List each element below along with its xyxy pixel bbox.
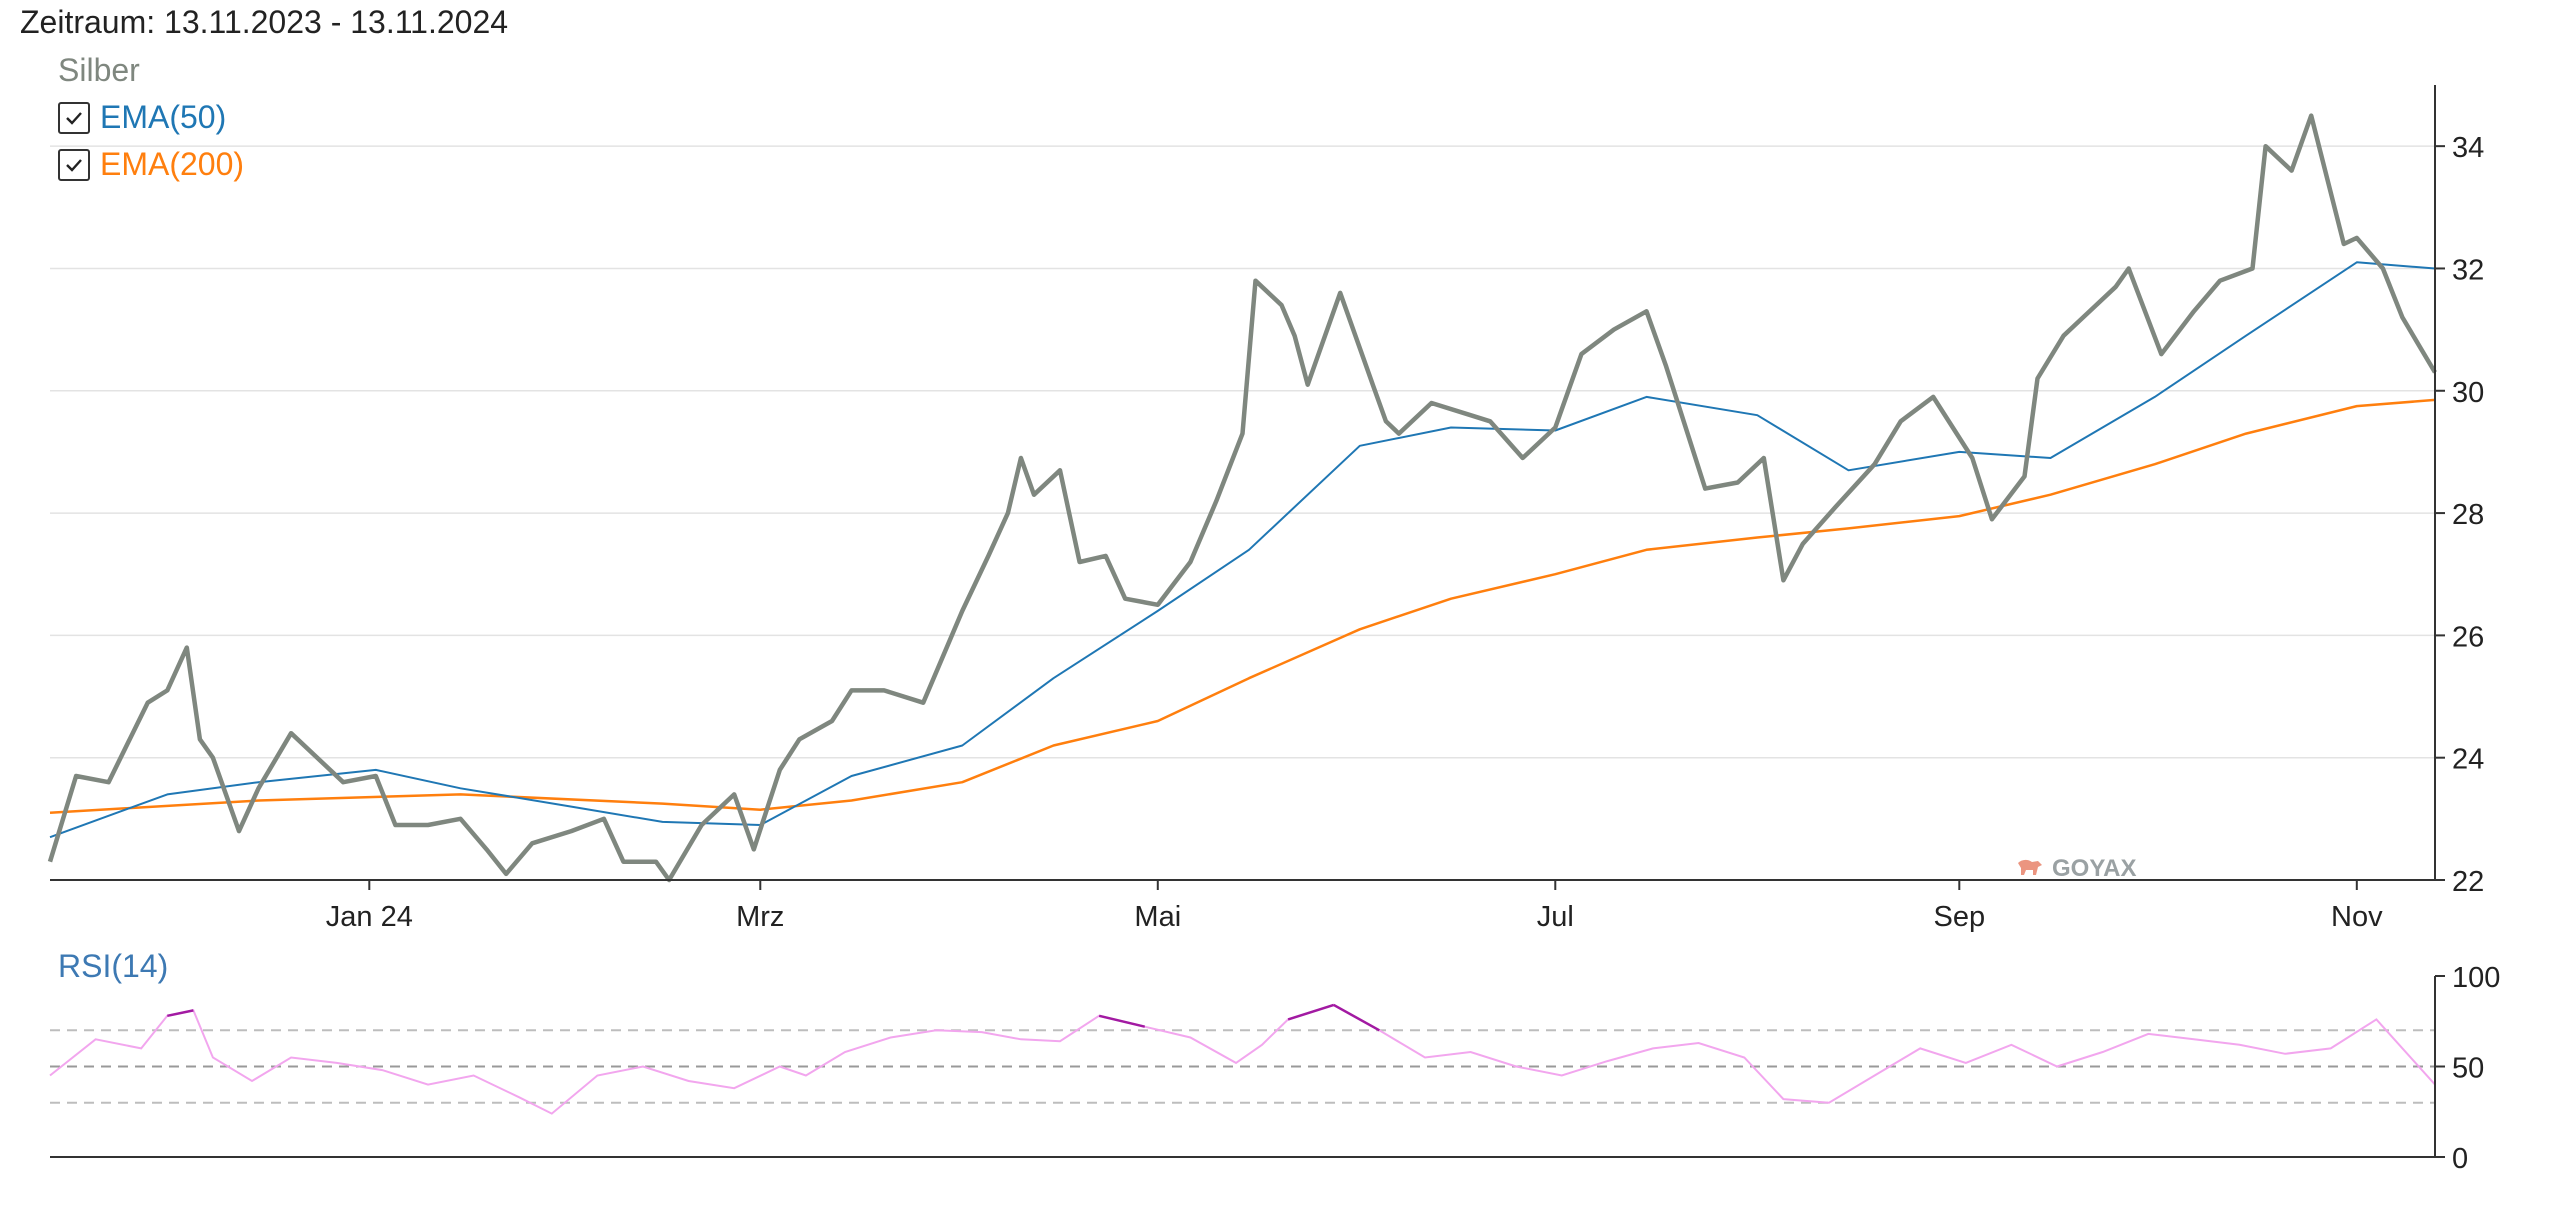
watermark-text: GOYAX — [2052, 855, 2136, 882]
period-label: Zeitraum: 13.11.2023 - 13.11.2024 — [20, 4, 509, 40]
rsi-y-tick-label-100: 100 — [2452, 962, 2500, 994]
rsi-extreme-segment — [167, 1009, 194, 1018]
silber-line — [47, 113, 2437, 883]
price-grid — [50, 145, 2435, 759]
y-tick-label-30: 30 — [2452, 377, 2484, 409]
x-tick-label-5: Nov — [2331, 901, 2383, 933]
price-series-group — [47, 113, 2437, 883]
rsi-y-tick-label-50: 50 — [2452, 1053, 2484, 1085]
legend-item-ema50[interactable]: EMA(50) — [58, 99, 226, 136]
series-title: Silber — [58, 52, 140, 88]
rsi-y-tick-label-0: 0 — [2452, 1143, 2468, 1175]
y-tick-label-26: 26 — [2452, 621, 2484, 653]
ema200-line — [49, 398, 2436, 814]
y-tick-label-28: 28 — [2452, 499, 2484, 531]
ema200-label: EMA(200) — [100, 146, 245, 182]
check-icon — [66, 158, 82, 172]
rsi-reference-lines — [50, 1029, 2435, 1104]
price-axes: 22 24 26 28 30 32 34 Jan 24 Mrz Mai Jul Sep Nov — [50, 85, 2484, 933]
bull-logo-icon — [2018, 859, 2042, 875]
y-tick-label-32: 32 — [2452, 254, 2484, 286]
y-tick-label-24: 24 — [2452, 744, 2484, 776]
rsi-extreme-segment — [1333, 1003, 1380, 1032]
y-tick-label-34: 34 — [2452, 132, 2484, 164]
watermark: GOYAX — [2018, 855, 2136, 882]
x-tick-label-2: Mai — [1134, 901, 1181, 933]
ema200-checkbox[interactable] — [58, 148, 90, 181]
ema50-label: EMA(50) — [100, 99, 227, 135]
rsi-extreme-segment — [1287, 1003, 1335, 1021]
rsi-series-group — [49, 1003, 2436, 1115]
x-tick-label-3: Jul — [1537, 901, 1574, 933]
rsi-extreme-segment — [1098, 1014, 1146, 1028]
check-icon — [66, 111, 82, 125]
rsi-title: RSI(14) — [58, 948, 169, 984]
y-tick-label-22: 22 — [2452, 866, 2484, 898]
rsi-line — [49, 1003, 2436, 1115]
ema50-line — [49, 261, 2436, 839]
legend-item-ema200[interactable]: EMA(200) — [58, 146, 244, 183]
x-tick-label-1: Mrz — [736, 901, 784, 933]
x-tick-label-0: Jan 24 — [326, 901, 413, 933]
ema50-checkbox[interactable] — [58, 101, 90, 134]
rsi-axes: 0 50 100 — [50, 962, 2500, 1175]
x-tick-label-4: Sep — [1933, 901, 1985, 933]
